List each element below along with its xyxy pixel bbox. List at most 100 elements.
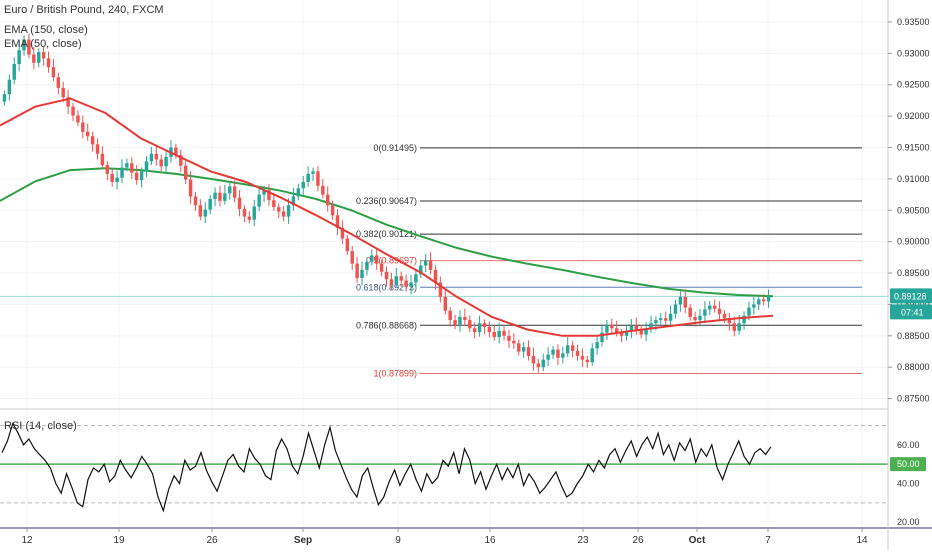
candle-body — [678, 296, 683, 305]
candle — [7, 74, 12, 101]
candle-body — [585, 359, 590, 363]
countdown-badge-bg — [890, 304, 932, 320]
candle — [301, 176, 305, 195]
last-price-value: 0.89128 — [894, 291, 927, 301]
candle-body — [428, 260, 433, 270]
candle — [502, 326, 506, 341]
candle — [228, 181, 232, 200]
rsi-legend[interactable]: RSI (14, close) — [4, 420, 77, 432]
candle — [66, 89, 70, 114]
candle-body — [32, 54, 36, 63]
candle — [105, 161, 110, 181]
candle — [95, 138, 100, 160]
candle — [370, 249, 374, 266]
candle — [477, 315, 482, 337]
ema-150-legend[interactable]: EMA (150, close) — [4, 24, 88, 36]
candle — [708, 301, 712, 315]
candle — [242, 205, 247, 223]
candle-body — [561, 353, 565, 358]
candle — [438, 276, 443, 303]
candle-body — [497, 330, 501, 338]
candle-body — [335, 215, 340, 228]
candle — [673, 299, 678, 319]
candle-body — [257, 194, 261, 207]
candle-body — [566, 345, 570, 354]
fibonacci-retracement[interactable]: 0(0.91495) 0.236(0.90647) 0.382(0.90121) 0.… — [356, 143, 862, 379]
candle-body — [326, 194, 330, 206]
candle — [629, 318, 634, 339]
candle-body — [732, 323, 736, 331]
symbol-legend[interactable]: Euro / British Pound, 240, FXCM — [4, 4, 164, 16]
candle-body — [237, 197, 242, 210]
candle — [56, 72, 61, 95]
candle — [257, 186, 261, 212]
candle-body — [340, 227, 345, 239]
candle-body — [213, 192, 217, 199]
candle-body — [223, 193, 227, 201]
candle — [365, 257, 369, 276]
candle — [379, 259, 384, 277]
candle-body — [389, 279, 394, 285]
candle-body — [438, 282, 443, 297]
candle-body — [144, 161, 149, 172]
candle — [90, 131, 95, 152]
candle-body — [659, 318, 663, 321]
candle-body — [551, 349, 555, 355]
candle-body — [252, 206, 256, 220]
price-tick-label: 0.92500 — [897, 80, 930, 90]
candle — [521, 341, 526, 358]
candle — [468, 315, 472, 333]
candle — [296, 183, 301, 201]
candle-body — [404, 280, 408, 287]
candle-body — [531, 355, 536, 364]
candle-body — [536, 363, 541, 368]
time-tick-label: 14 — [856, 535, 868, 546]
candle — [355, 256, 359, 283]
candle — [281, 206, 286, 222]
candle — [76, 110, 80, 127]
candle — [634, 317, 639, 336]
candle-body — [663, 318, 668, 321]
candle — [272, 192, 276, 211]
candle-body — [188, 179, 193, 197]
candle — [409, 274, 413, 295]
candle — [46, 51, 51, 73]
candle-body — [487, 327, 492, 333]
candle-body — [149, 153, 154, 162]
candle — [722, 310, 727, 323]
candle-body — [590, 348, 594, 363]
candle-body — [766, 296, 771, 302]
candle — [399, 271, 403, 287]
time-tick-label: Oct — [689, 535, 706, 546]
candle — [693, 311, 697, 327]
candle — [17, 41, 21, 72]
rsi-tick-label: 60.00 — [897, 440, 920, 450]
candle-body — [752, 304, 756, 308]
candle-body — [541, 359, 545, 368]
ema-50-legend[interactable]: EMA (50, close) — [4, 38, 82, 50]
price-tick-label: 0.93000 — [897, 48, 930, 58]
candle-body — [247, 216, 252, 220]
fib-level-label: 0.382(0.90121) — [356, 229, 417, 239]
time-tick-label: 19 — [113, 535, 125, 546]
candle — [149, 147, 154, 166]
candle — [232, 180, 237, 203]
candle-body — [134, 172, 139, 181]
price-tick-label: 0.90500 — [897, 205, 930, 215]
candle-body — [453, 320, 457, 325]
ema-50-layer — [0, 97, 774, 337]
candle-body — [203, 209, 207, 217]
candle-body — [717, 308, 722, 314]
candle — [512, 333, 516, 349]
candle — [585, 355, 590, 368]
grid-layer — [0, 0, 888, 528]
time-tick-label: 16 — [484, 535, 496, 546]
candle-body — [193, 196, 198, 206]
candle-body — [301, 182, 305, 189]
candle — [37, 48, 41, 68]
candle-body — [262, 190, 266, 195]
candle-body — [379, 263, 384, 272]
candle-body — [159, 159, 163, 167]
